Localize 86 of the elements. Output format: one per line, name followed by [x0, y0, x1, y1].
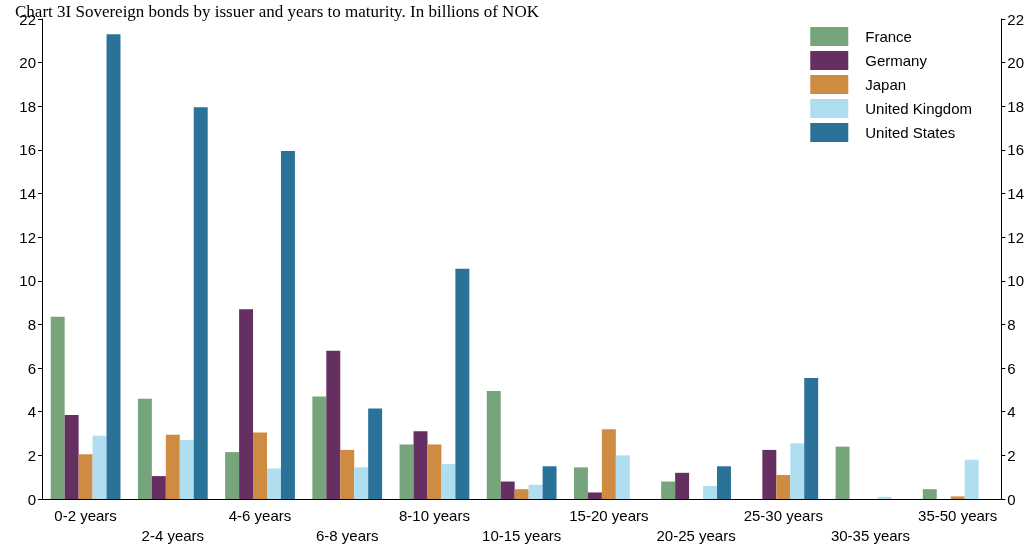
y2-tick-label: 22 [1007, 10, 1024, 28]
bar [427, 444, 442, 499]
bar [368, 408, 383, 499]
bar [354, 467, 369, 499]
x-tick-label: 20-25 years [656, 526, 736, 544]
bar [399, 444, 414, 499]
bar [486, 391, 501, 499]
legend-label: France [865, 28, 912, 45]
bar [661, 481, 676, 499]
bar [267, 468, 281, 499]
bar [441, 464, 456, 499]
bar [703, 485, 718, 499]
bar [78, 454, 93, 499]
bar [50, 316, 65, 499]
y-tick-label: 18 [19, 97, 36, 115]
y-tick-label: 6 [27, 359, 36, 377]
bar [762, 449, 777, 499]
y-tick-label: 10 [19, 272, 36, 290]
bar [514, 489, 529, 499]
x-tick-label: 30-35 years [830, 526, 911, 544]
y-tick-label: 12 [19, 228, 36, 246]
legend-label: United States [865, 124, 956, 141]
bar [717, 466, 731, 499]
y2-tick-label: 14 [1007, 185, 1024, 203]
bar [675, 472, 690, 499]
bar [64, 415, 79, 499]
bar [776, 475, 791, 499]
bar [179, 440, 194, 499]
bar [835, 446, 850, 499]
bar [137, 398, 152, 499]
y2-tick-label: 0 [1007, 490, 1016, 508]
legend-label: United Kingdom [865, 100, 973, 117]
bar [528, 484, 543, 499]
bar [950, 496, 965, 499]
x-tick-label: 4-6 years [228, 506, 292, 524]
y2-tick-label: 12 [1007, 228, 1024, 246]
bar [804, 377, 819, 499]
y2-tick-label: 6 [1007, 359, 1016, 377]
bar [455, 268, 470, 499]
bar [106, 34, 121, 499]
y2-tick-label: 16 [1007, 141, 1024, 159]
x-tick-label: 35-50 years [918, 506, 998, 524]
y-tick-label: 14 [19, 185, 36, 203]
bar [280, 151, 295, 499]
bar [601, 429, 616, 499]
bar [790, 443, 805, 499]
y-tick-label: 20 [19, 54, 36, 72]
x-tick-label: 10-15 years [482, 526, 562, 544]
bar [239, 309, 254, 499]
bar [587, 492, 602, 499]
y2-tick-label: 18 [1007, 97, 1024, 115]
y2-tick-label: 8 [1007, 315, 1016, 333]
bar [312, 396, 327, 499]
x-tick-label: 25-30 years [743, 506, 823, 524]
bar [225, 452, 240, 499]
bar [253, 432, 267, 499]
x-tick-label: 8-10 years [399, 506, 470, 524]
bar [340, 449, 355, 499]
y2-tick-label: 20 [1007, 54, 1024, 72]
bar [542, 466, 557, 499]
bar [500, 481, 515, 499]
y-tick-label: 8 [27, 315, 36, 333]
bar [193, 107, 208, 499]
legend-label: Japan [865, 76, 907, 93]
bar [877, 496, 892, 499]
bar [413, 431, 428, 499]
x-tick-label: 15-20 years [569, 506, 649, 524]
x-tick-label: 6-8 years [315, 526, 379, 544]
y2-tick-label: 10 [1007, 272, 1024, 290]
bar [326, 350, 341, 499]
legend-label: Germany [865, 52, 928, 69]
x-tick-label: 2-4 years [141, 526, 205, 544]
bar [922, 489, 937, 499]
y-tick-label: 4 [27, 403, 36, 421]
bar [151, 476, 166, 499]
y-tick-label: 2 [27, 446, 36, 464]
y2-tick-label: 2 [1007, 446, 1016, 464]
bar [573, 467, 588, 499]
bar [92, 435, 107, 499]
y-tick-label: 0 [27, 490, 36, 508]
y2-tick-label: 4 [1007, 403, 1016, 421]
bar [165, 434, 180, 499]
bar [964, 459, 979, 499]
y-tick-label: 16 [19, 141, 36, 159]
x-tick-label: 0-2 years [54, 506, 117, 524]
bar [615, 455, 630, 499]
